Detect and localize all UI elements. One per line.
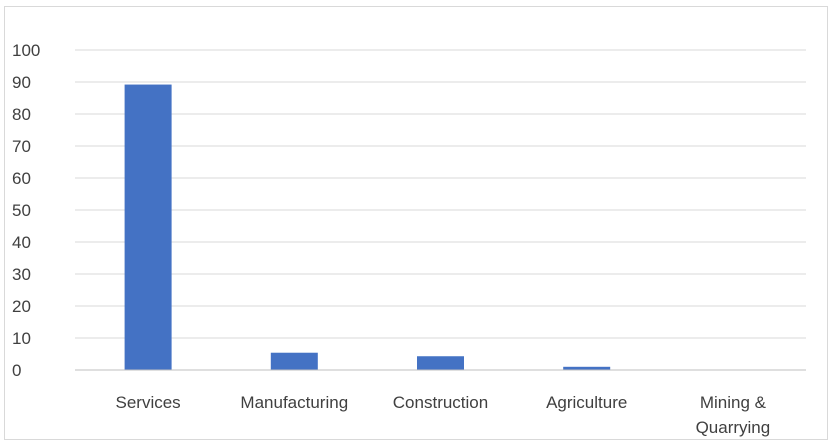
y-tick-label: 80 [12, 105, 31, 124]
y-tick-label: 60 [12, 169, 31, 188]
gridlines [75, 49, 806, 339]
x-category-label-line: Services [116, 393, 181, 412]
x-category-label: Manufacturing [240, 393, 348, 412]
y-tick-label: 50 [12, 201, 31, 220]
bar [124, 84, 172, 370]
y-tick-label: 20 [12, 297, 31, 316]
x-category-label-line: Quarrying [696, 418, 771, 437]
y-tick-label: 40 [12, 233, 31, 252]
x-category-label: Construction [393, 393, 488, 412]
x-category-label: Services [116, 393, 181, 412]
y-tick-label: 70 [12, 137, 31, 156]
y-tick-label: 90 [12, 73, 31, 92]
y-tick-label: 100 [12, 41, 40, 60]
y-tick-label: 30 [12, 265, 31, 284]
x-axis-categories: Services Manufacturing Construction Agricul… [116, 393, 771, 437]
x-category-label: Agriculture [546, 393, 627, 412]
bars [124, 84, 757, 370]
y-tick-label: 10 [12, 329, 31, 348]
bar [417, 356, 464, 370]
bar [270, 352, 318, 370]
bar [563, 366, 611, 370]
x-category-label: Mining & Quarrying [696, 393, 771, 437]
x-category-label-line: Mining & [700, 393, 767, 412]
y-tick-label: 0 [12, 361, 21, 380]
x-category-label-line: Manufacturing [240, 393, 348, 412]
x-category-label-line: Construction [393, 393, 488, 412]
x-category-label-line: Agriculture [546, 393, 627, 412]
y-axis-ticks: 0 10 20 30 40 50 60 70 80 90 100 [12, 41, 40, 380]
